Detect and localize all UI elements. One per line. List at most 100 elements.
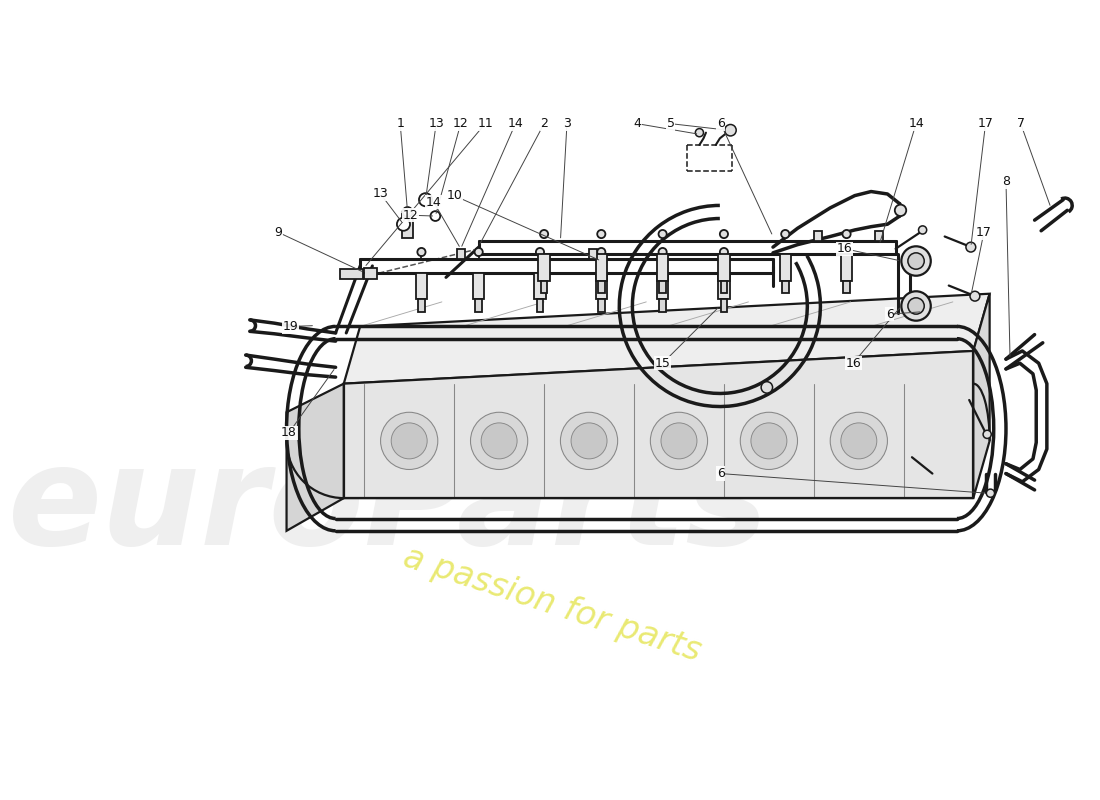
Bar	[535, 274, 546, 299]
Bar	[598, 281, 605, 293]
Bar	[537, 299, 543, 312]
Polygon shape	[344, 351, 974, 498]
Circle shape	[430, 211, 440, 221]
Circle shape	[536, 248, 544, 256]
Circle shape	[659, 230, 667, 238]
Circle shape	[908, 298, 924, 314]
Circle shape	[908, 253, 924, 269]
Circle shape	[403, 207, 412, 217]
Bar	[588, 249, 597, 258]
Bar	[538, 254, 550, 281]
Circle shape	[650, 412, 707, 470]
Bar	[720, 299, 727, 312]
Text: 11: 11	[477, 117, 493, 130]
Bar	[364, 267, 377, 279]
Circle shape	[695, 129, 704, 137]
Circle shape	[983, 430, 991, 438]
Text: 9: 9	[274, 226, 283, 239]
Circle shape	[571, 423, 607, 459]
Text: 14: 14	[426, 196, 441, 209]
Text: 19: 19	[283, 320, 298, 333]
Circle shape	[970, 291, 980, 301]
Bar	[718, 254, 729, 281]
Bar	[475, 299, 482, 312]
Circle shape	[740, 412, 798, 470]
Circle shape	[719, 230, 728, 238]
Text: 2: 2	[540, 117, 548, 130]
Bar	[780, 254, 791, 281]
Text: 1: 1	[396, 117, 404, 130]
Bar	[814, 230, 822, 241]
Bar	[782, 281, 789, 293]
Circle shape	[661, 423, 697, 459]
Bar	[840, 254, 852, 281]
Bar	[416, 274, 427, 299]
Text: 6: 6	[886, 308, 894, 321]
Circle shape	[987, 489, 994, 498]
Text: 18: 18	[282, 426, 297, 439]
Circle shape	[597, 230, 605, 238]
Text: 7: 7	[1016, 117, 1025, 130]
Text: 17: 17	[978, 117, 993, 130]
Circle shape	[901, 291, 931, 321]
Circle shape	[894, 205, 906, 216]
Text: euroParts: euroParts	[8, 438, 769, 574]
Bar	[402, 214, 414, 238]
Polygon shape	[287, 384, 344, 531]
Text: 5: 5	[667, 117, 674, 130]
Circle shape	[761, 382, 772, 393]
Bar	[844, 281, 850, 293]
Bar	[456, 249, 465, 258]
Circle shape	[966, 242, 976, 252]
Text: 16: 16	[837, 242, 852, 255]
Bar	[659, 281, 666, 293]
Circle shape	[471, 412, 528, 470]
Bar	[659, 299, 666, 312]
Circle shape	[725, 125, 736, 136]
Text: 16: 16	[845, 357, 861, 370]
Circle shape	[840, 423, 877, 459]
Circle shape	[474, 248, 483, 256]
Text: 6: 6	[717, 467, 725, 480]
Circle shape	[719, 248, 728, 256]
Bar	[541, 281, 548, 293]
Circle shape	[918, 226, 926, 234]
Circle shape	[843, 230, 850, 238]
Circle shape	[540, 230, 548, 238]
Bar	[595, 254, 607, 281]
Text: 6: 6	[717, 117, 725, 130]
Bar	[418, 299, 425, 312]
Text: 14: 14	[507, 117, 524, 130]
Bar	[595, 274, 607, 299]
Bar	[598, 299, 605, 312]
Text: 12: 12	[453, 117, 469, 130]
Circle shape	[597, 248, 605, 256]
Circle shape	[419, 193, 432, 206]
Circle shape	[781, 230, 790, 238]
Circle shape	[392, 423, 427, 459]
Circle shape	[417, 248, 426, 256]
Bar	[473, 274, 484, 299]
Bar	[657, 254, 669, 281]
Bar	[657, 274, 669, 299]
Text: 17: 17	[976, 226, 992, 239]
Text: a passion for parts: a passion for parts	[399, 541, 705, 668]
Text: 12: 12	[403, 209, 419, 222]
Polygon shape	[974, 294, 990, 498]
Circle shape	[381, 412, 438, 470]
Text: 3: 3	[563, 117, 571, 130]
Text: 10: 10	[447, 189, 462, 202]
Text: 13: 13	[373, 187, 388, 201]
Text: 8: 8	[1002, 175, 1010, 188]
Circle shape	[397, 218, 410, 230]
Circle shape	[901, 246, 931, 276]
Bar	[720, 281, 727, 293]
Text: 13: 13	[428, 117, 444, 130]
Circle shape	[830, 412, 888, 470]
Bar	[340, 269, 363, 279]
Bar	[876, 230, 883, 241]
Circle shape	[560, 412, 618, 470]
Circle shape	[751, 423, 786, 459]
Circle shape	[659, 248, 667, 256]
Bar	[718, 274, 729, 299]
